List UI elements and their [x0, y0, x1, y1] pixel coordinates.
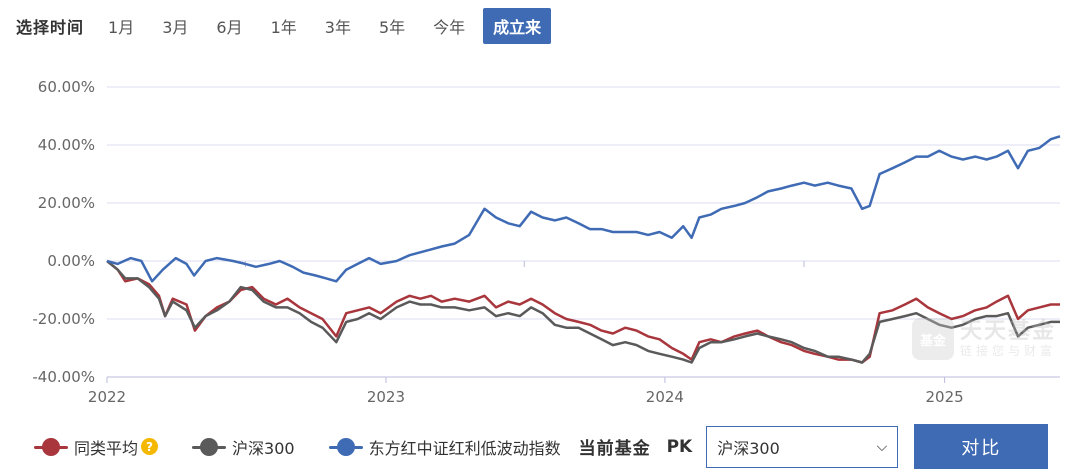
- x-tick-label: 2025: [926, 388, 964, 406]
- legend-label-csi300: 沪深300: [232, 438, 295, 458]
- legend-swatch-csi300: [192, 437, 227, 456]
- watermark-badge: 基金: [912, 318, 954, 360]
- range-tab-6m[interactable]: 6月: [216, 18, 243, 37]
- performance-line-chart: 60.00% 40.00% 20.00% 0.00% -20.00% -40.00% 20…: [32, 78, 1061, 406]
- legend-label-peer-average: 同类平均: [74, 438, 139, 458]
- compare-target-value: 沪深300: [717, 438, 780, 458]
- y-tick-label: 0.00%: [47, 252, 95, 270]
- y-tick-label: 60.00%: [38, 78, 95, 96]
- range-tab-3m[interactable]: 3月: [162, 18, 189, 37]
- series-line-fund: [106, 135, 1061, 283]
- range-tab-ytd[interactable]: 今年: [433, 18, 466, 37]
- range-tab-5y[interactable]: 5年: [378, 18, 406, 37]
- x-tick-label: 2023: [367, 388, 405, 406]
- bottom-controls: 同类平均 ? 沪深300 东方红中证红利低波动指数 当前基金 PK 沪深300 …: [0, 424, 1089, 469]
- range-tab-1y[interactable]: 1年: [270, 18, 297, 37]
- range-selector: 选择时间 1月 3月 6月 1年 3年 5年 今年 成立来: [0, 8, 559, 44]
- legend-swatch-fund: [328, 437, 363, 456]
- series-line-csi300: [106, 260, 1060, 364]
- y-tick-label: 40.00%: [38, 136, 95, 154]
- y-tick-label: -20.00%: [32, 310, 95, 328]
- watermark-subtitle: 链接您与财富: [960, 344, 1057, 358]
- legend-swatch-peer-average: [34, 437, 68, 456]
- legend-label-fund: 东方红中证红利低波动指数: [368, 438, 561, 458]
- watermark-title: 天天基金: [960, 318, 1057, 344]
- y-tick-label: 20.00%: [38, 194, 95, 212]
- x-tick-label: 2022: [88, 388, 126, 406]
- compare-button[interactable]: 对比: [914, 424, 1049, 469]
- y-tick-label: -40.00%: [32, 368, 95, 386]
- x-tick-label: 2024: [646, 388, 684, 406]
- legend-item-fund[interactable]: 东方红中证红利低波动指数: [328, 435, 561, 459]
- pk-label: PK: [666, 436, 693, 457]
- watermark-logo: 基金 天天基金 链接您与财富: [912, 318, 1056, 360]
- help-icon[interactable]: ?: [141, 438, 159, 455]
- current-fund-label: 当前基金: [578, 439, 651, 459]
- compare-target-select[interactable]: 沪深300 ⌵: [706, 425, 899, 468]
- range-label: 选择时间: [16, 18, 85, 37]
- legend-item-peer-average[interactable]: 同类平均 ?: [34, 435, 159, 459]
- series-line-peer-average: [106, 260, 1060, 364]
- range-tab-1m[interactable]: 1月: [108, 18, 135, 37]
- chevron-down-icon: ⌵: [876, 438, 888, 455]
- range-tab-since-inception[interactable]: 成立来: [483, 8, 552, 44]
- range-tab-3y[interactable]: 3年: [324, 18, 351, 37]
- legend-item-csi300[interactable]: 沪深300: [192, 435, 295, 459]
